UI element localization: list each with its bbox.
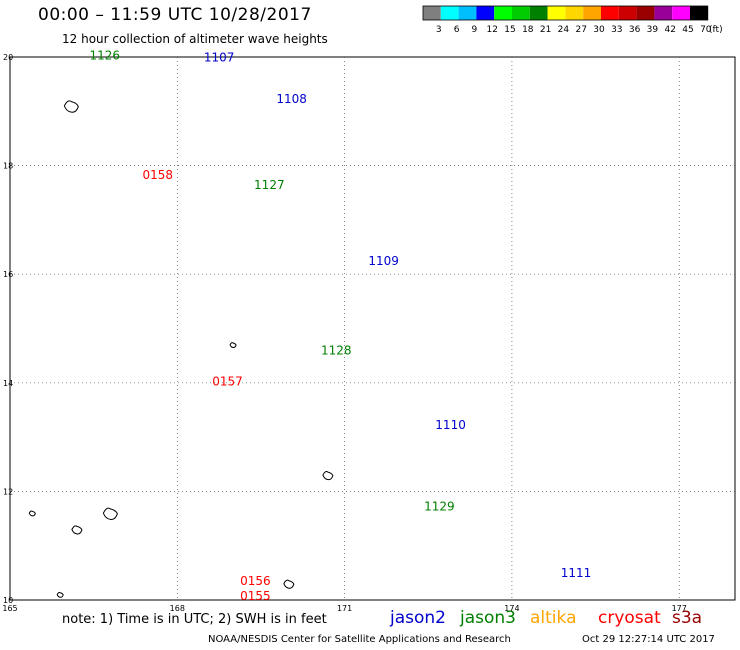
x-tick-label: 171 <box>337 604 352 613</box>
colorbar-label: 21 <box>540 25 551 35</box>
island-outline <box>28 510 36 517</box>
colorbar-label: 12 <box>486 25 497 35</box>
colorbar-label: 39 <box>647 25 659 35</box>
colorbar-swatch <box>654 6 673 20</box>
x-tick-label: 174 <box>504 604 519 613</box>
pass-label-jason2: 1108 <box>276 92 307 106</box>
pass-label-jason3: 1129 <box>424 499 455 513</box>
colorbar-legend: 3 6 9 12 15 18 21 24 27 30 33 36 39 42 45 70(ft) <box>422 5 723 35</box>
colorbar-swatch <box>423 6 441 20</box>
legend-jason3: jason3 <box>460 608 516 628</box>
colorbar-label: 70 <box>700 25 712 35</box>
colorbar-label: 18 <box>522 25 534 35</box>
x-tick-label: 165 <box>2 604 17 613</box>
colorbar-label: 24 <box>558 25 570 35</box>
y-tick-label: 14 <box>3 379 13 388</box>
legend-jason2: jason2 <box>390 608 446 628</box>
pass-labels: 1126 1107 1108 0158 1127 1109 1128 0157 1110 1129… <box>90 49 592 603</box>
page-title: 00:00 – 11:59 UTC 10/28/2017 <box>38 5 312 25</box>
colorbar-label: 3 <box>436 25 442 35</box>
footer-date: Oct 29 12:27:14 UTC 2017 <box>582 634 715 645</box>
colorbar-swatch <box>529 6 548 20</box>
x-tick-label: 177 <box>672 604 687 613</box>
x-tick-label: 168 <box>170 604 185 613</box>
island-outlines <box>28 100 334 598</box>
y-tick-label: 16 <box>3 270 13 279</box>
pass-label-cryosat: 0155 <box>240 589 271 603</box>
pass-label-jason2: 1111 <box>561 566 592 580</box>
island-outline <box>63 100 79 113</box>
pass-label-jason3: 1126 <box>90 49 121 63</box>
colorbar-label: 45 <box>682 25 693 35</box>
y-tick-label: 10 <box>3 596 13 605</box>
legend-s3a: s3a <box>672 608 703 628</box>
island-outline <box>322 471 334 481</box>
page-subtitle: 12 hour collection of altimeter wave hei… <box>62 32 328 46</box>
colorbar-swatch <box>690 6 708 20</box>
island-outline <box>71 525 83 535</box>
colorbar-swatch <box>565 6 584 20</box>
colorbar-swatch <box>601 6 619 20</box>
colorbar-swatch <box>494 6 512 20</box>
colorbar-swatch <box>547 6 566 20</box>
island-outline <box>56 591 64 598</box>
pass-label-jason2: 1110 <box>435 418 466 432</box>
colorbar-label: 6 <box>454 25 460 35</box>
pass-label-jason3: 1127 <box>254 178 285 192</box>
footer-note: note: 1) Time is in UTC; 2) SWH is in fe… <box>62 612 327 627</box>
pass-label-jason2: 1107 <box>204 50 235 64</box>
y-tick-label: 12 <box>3 487 13 496</box>
pass-label-cryosat: 0156 <box>240 574 271 588</box>
colorbar-label: 15 <box>504 25 515 35</box>
island-outline <box>102 507 118 520</box>
map-axis-ticks: 165 168 171 174 177 10 12 14 16 18 20 <box>2 53 687 613</box>
colorbar-swatch <box>672 6 690 20</box>
island-outline <box>229 342 237 349</box>
legend-cryosat: cryosat <box>598 608 661 628</box>
colorbar-label: 36 <box>629 25 641 35</box>
colorbar-swatch <box>618 6 637 20</box>
colorbar-swatch <box>440 6 459 20</box>
colorbar-border <box>422 5 709 21</box>
colorbar-swatch <box>512 6 530 20</box>
colorbar-swatch <box>583 6 601 20</box>
y-tick-label: 18 <box>3 162 13 171</box>
map-border <box>9 56 736 601</box>
colorbar-label: 9 <box>472 25 478 35</box>
legend-altika: altika <box>530 608 577 628</box>
map-frame <box>9 56 736 601</box>
colorbar-swatch <box>476 6 495 20</box>
colorbar-swatch <box>458 6 477 20</box>
colorbar-swatch <box>636 6 655 20</box>
map-grid <box>10 57 735 600</box>
colorbar-label: 42 <box>664 25 675 35</box>
footer-credit: NOAA/NESDIS Center for Satellite Applica… <box>208 634 511 645</box>
pass-label-jason2: 1109 <box>368 254 399 268</box>
island-outline <box>283 579 295 589</box>
colorbar-label: 33 <box>611 25 622 35</box>
colorbar-label: 30 <box>593 25 605 35</box>
colorbar-label: 27 <box>575 25 586 35</box>
pass-label-cryosat: 0157 <box>212 375 243 389</box>
colorbar-unit: (ft) <box>709 25 723 35</box>
pass-label-cryosat: 0158 <box>143 168 174 182</box>
pass-label-jason3: 1128 <box>321 344 352 358</box>
y-tick-label: 20 <box>3 53 13 62</box>
